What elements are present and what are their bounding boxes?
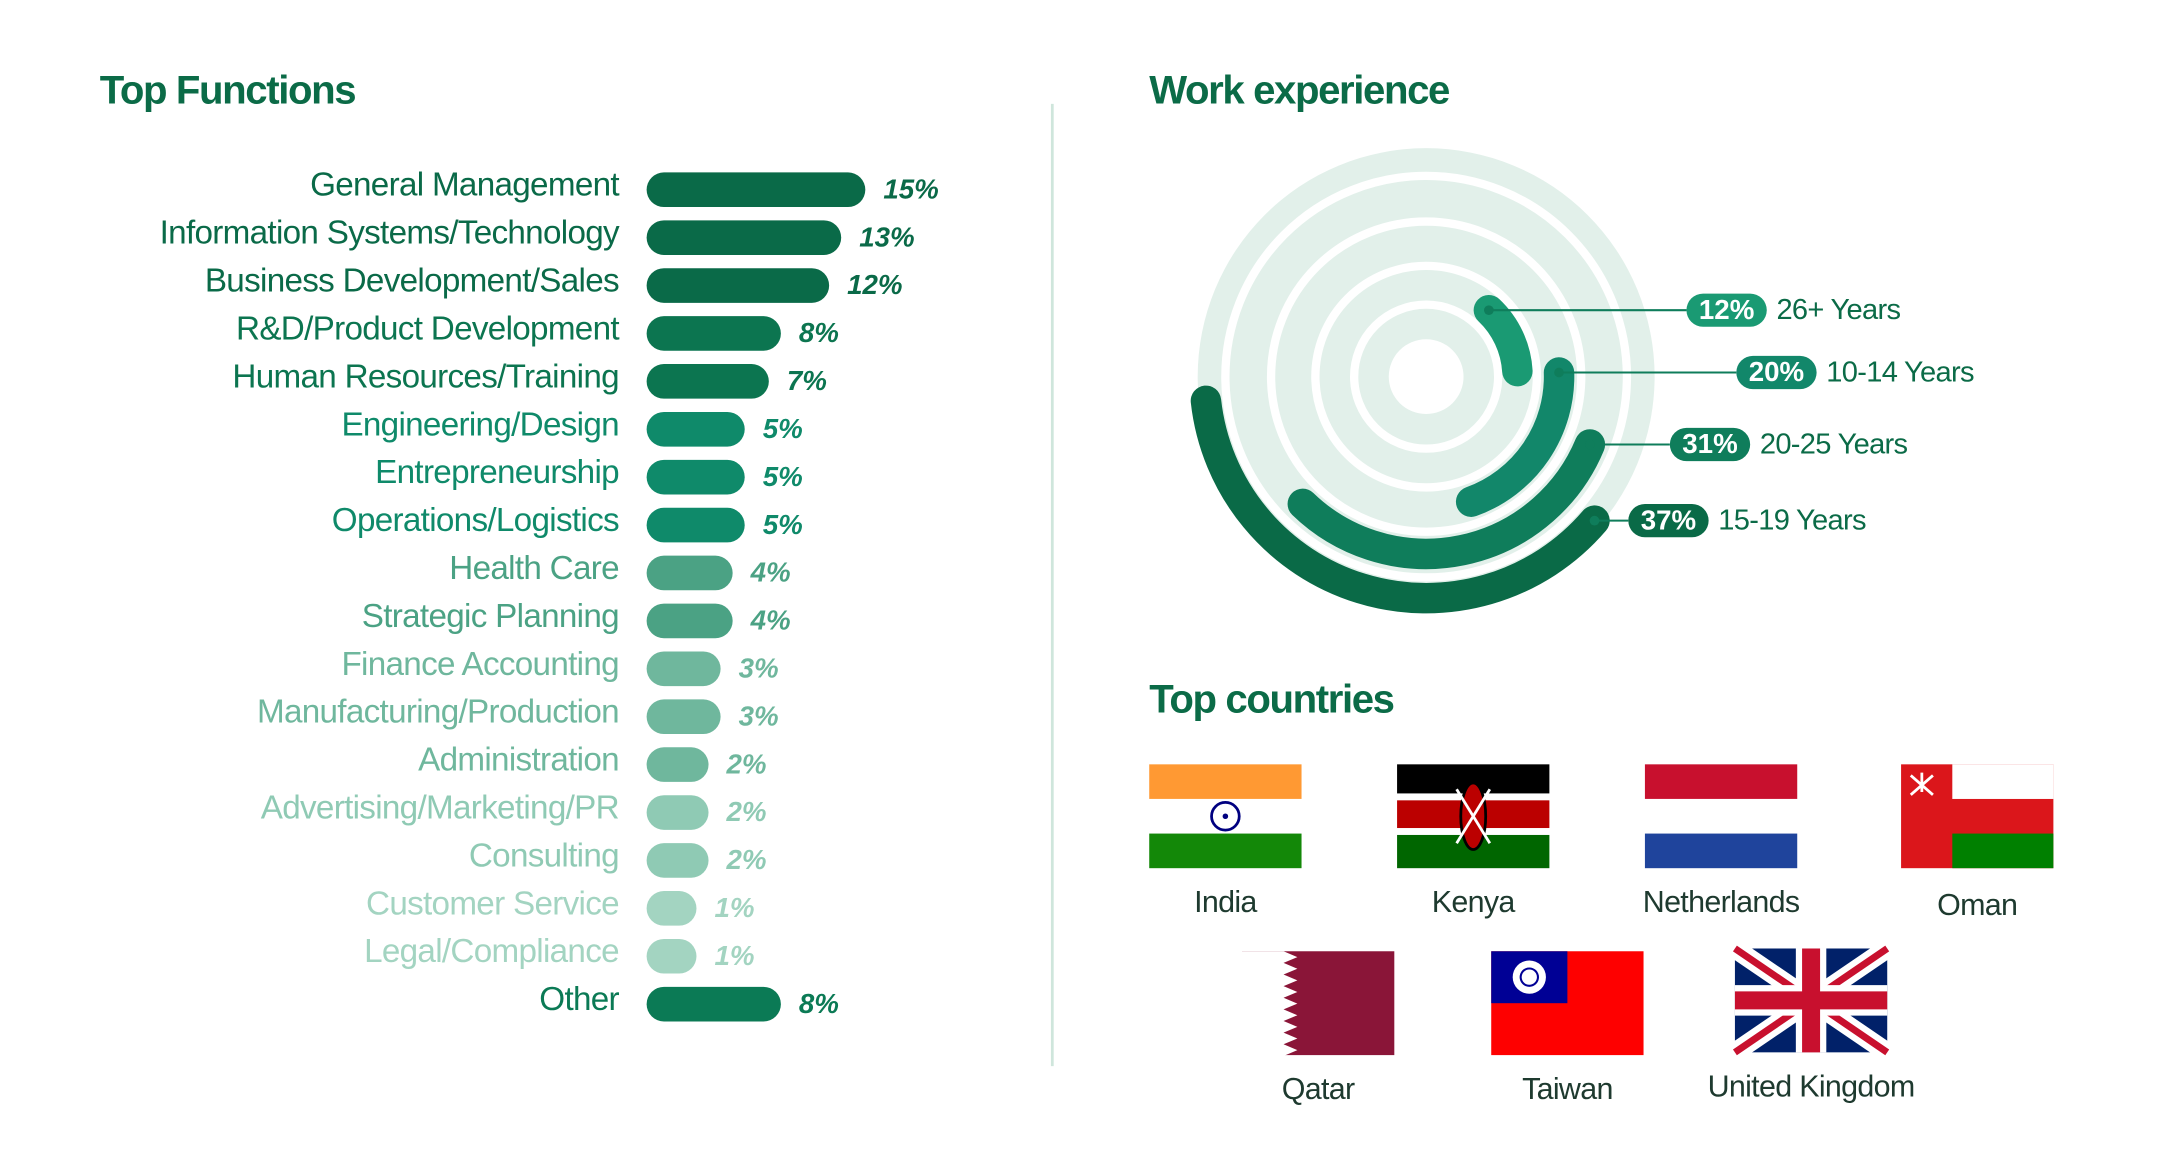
category-label: Manufacturing/Production (257, 694, 619, 731)
bar (646, 603, 733, 639)
value-pill (1628, 504, 1709, 538)
bar (646, 459, 745, 495)
bar (646, 220, 842, 255)
value-label: 31% (1682, 428, 1737, 459)
value-label: 37% (1641, 504, 1696, 535)
category-label: Other (539, 981, 619, 1018)
bar (646, 938, 697, 974)
leader-dot (1585, 439, 1595, 450)
value-label: 4% (750, 557, 791, 588)
flag-qatar (1242, 951, 1395, 1056)
radial-chart (1190, 148, 1655, 614)
flag-united-kingdom (1729, 940, 1893, 1061)
experience-title: Work experience (1149, 67, 1449, 112)
ring-label: 10-14 Years (1826, 357, 1974, 389)
country-name: Qatar (1282, 1072, 1355, 1106)
bar (646, 411, 745, 447)
value-label: 2% (726, 844, 767, 875)
functions-title: Top Functions (100, 67, 356, 112)
ring-arc (1455, 357, 1575, 517)
category-label: Entrepreneurship (375, 454, 619, 491)
radial-ring (1311, 261, 1542, 492)
leader-dot (1589, 515, 1600, 526)
country-name: Kenya (1432, 885, 1516, 919)
bar (646, 268, 830, 303)
bar (646, 172, 866, 208)
category-label: Strategic Planning (362, 598, 619, 635)
category-label: Engineering/Design (341, 406, 618, 443)
radial-hole (1388, 339, 1464, 415)
ring-label: 15-19 Years (1718, 505, 1866, 537)
countries-title: Top countries (1149, 677, 1393, 722)
bar (646, 843, 709, 878)
flag-india (1149, 764, 1302, 869)
category-label: Business Development/Sales (205, 263, 619, 300)
radial-ring (1350, 300, 1503, 453)
leader-dot (1554, 367, 1564, 378)
category-label: Advertising/Marketing/PR (261, 790, 619, 827)
value-label: 7% (787, 365, 827, 396)
category-label: Information Systems/Technology (160, 215, 620, 252)
country-name: United Kingdom (1708, 1069, 1915, 1103)
country-name: Oman (1937, 888, 2017, 922)
flag-taiwan (1491, 951, 1644, 1056)
bar (646, 316, 781, 351)
leader-dot (1484, 305, 1494, 316)
value-label: 3% (739, 700, 779, 731)
value-label: 20% (1749, 356, 1804, 387)
value-label: 12% (847, 269, 902, 300)
value-label: 8% (799, 988, 839, 1019)
ring-label: 26+ Years (1776, 294, 1900, 326)
country-name: Taiwan (1522, 1072, 1613, 1106)
value-label: 3% (739, 652, 779, 683)
ring-arc (1190, 385, 1610, 614)
value-label: 1% (714, 892, 754, 923)
flag-kenya (1397, 764, 1550, 869)
bar (646, 507, 745, 543)
bar (646, 986, 781, 1022)
value-label: 4% (750, 605, 791, 636)
category-label: Administration (418, 742, 619, 779)
ring-arc (1473, 294, 1533, 387)
value-pill (1686, 293, 1767, 327)
value-label: 5% (763, 413, 803, 444)
value-label: 12% (1699, 294, 1754, 325)
ring-label: 20-25 Years (1760, 429, 1908, 461)
category-label: Operations/Logistics (332, 502, 619, 539)
value-pill (1669, 427, 1751, 462)
value-label: 8% (799, 317, 839, 348)
bar (646, 699, 721, 735)
value-label: 2% (726, 748, 767, 779)
category-label: Legal/Compliance (364, 933, 619, 970)
bar (646, 555, 733, 591)
value-label: 1% (714, 940, 754, 971)
radial-ring (1266, 217, 1586, 536)
category-label: R&D/Product Development (236, 310, 619, 347)
country-name: Netherlands (1643, 885, 1800, 919)
category-label: Customer Service (366, 885, 619, 922)
category-label: Human Resources/Training (232, 358, 619, 395)
bar (646, 891, 697, 926)
category-label: Finance Accounting (341, 646, 618, 683)
category-label: Health Care (449, 550, 619, 587)
country-name: India (1194, 885, 1257, 919)
value-label: 15% (883, 173, 938, 204)
bar (646, 747, 709, 782)
flag-oman (1901, 764, 2054, 869)
bar (646, 795, 709, 830)
value-label: 2% (726, 796, 767, 827)
bar (646, 651, 721, 687)
value-label: 5% (763, 461, 803, 492)
ring-arc (1287, 429, 1606, 570)
radial-ring (1221, 171, 1632, 582)
value-label: 13% (859, 221, 914, 252)
bar (646, 364, 769, 399)
value-pill (1736, 355, 1817, 390)
flag-netherlands (1644, 764, 1798, 869)
category-label: Consulting (469, 837, 619, 874)
value-label: 5% (763, 509, 803, 540)
category-label: General Management (310, 167, 619, 204)
